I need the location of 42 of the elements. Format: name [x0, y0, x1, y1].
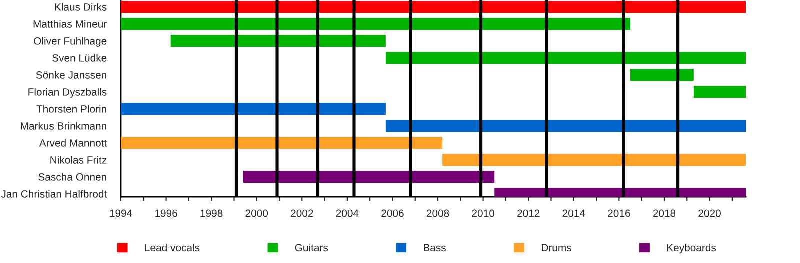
x-tick-label: 2006 [382, 210, 404, 218]
y-tick-label: Sascha Onnen [38, 173, 106, 181]
legend-label: Guitars [295, 244, 328, 252]
bar [630, 69, 694, 81]
x-tick-label: 1998 [200, 210, 223, 218]
bar [170, 35, 386, 47]
x-tick-label: 2012 [518, 210, 540, 218]
y-tick-label: Arved Mannott [39, 139, 108, 147]
y-tick-label: Jan Christian Halfbrodt [1, 190, 108, 198]
bar [121, 103, 386, 115]
bar [694, 86, 746, 98]
x-tick-label: 2004 [336, 210, 359, 218]
x-tick-label: 2010 [472, 210, 494, 218]
y-tick-label: Matthias Mineur [34, 20, 107, 28]
bar [442, 154, 746, 166]
bar [121, 1, 746, 13]
x-tick-label: 2018 [653, 210, 676, 218]
x-tick-label: 2002 [291, 210, 314, 218]
y-tick-label: Oliver Fuhlhage [34, 37, 107, 47]
y-tick-label: Markus Brinkmann [21, 122, 106, 130]
legend-label: Drums [542, 244, 572, 252]
x-tick-label: 2014 [562, 210, 586, 218]
y-tick-label: Sven Lüdke [52, 54, 107, 62]
bar [121, 18, 631, 30]
x-tick-label: 1994 [110, 210, 132, 218]
y-tick-label: Sönke Janssen [36, 71, 106, 79]
bar [121, 137, 443, 149]
x-tick-label: 2008 [426, 210, 450, 218]
bar [386, 52, 746, 64]
x-tick-label: 2000 [246, 210, 268, 218]
legend-label: Bass [424, 244, 446, 252]
y-tick-label: Nikolas Fritz [50, 156, 107, 164]
legend-label: Lead vocals [145, 244, 200, 252]
y-tick-label: Florian Dyszballs [28, 88, 107, 98]
x-tick-label: 1996 [156, 210, 178, 218]
y-tick-label: Thorsten Plorin [36, 105, 106, 113]
bar [243, 171, 495, 183]
legend-label: Keyboards [667, 244, 716, 254]
y-tick-label: Klaus Dirks [55, 3, 107, 11]
x-tick-label: 2020 [698, 210, 721, 218]
bar [386, 120, 746, 132]
x-tick-label: 2016 [608, 210, 630, 218]
